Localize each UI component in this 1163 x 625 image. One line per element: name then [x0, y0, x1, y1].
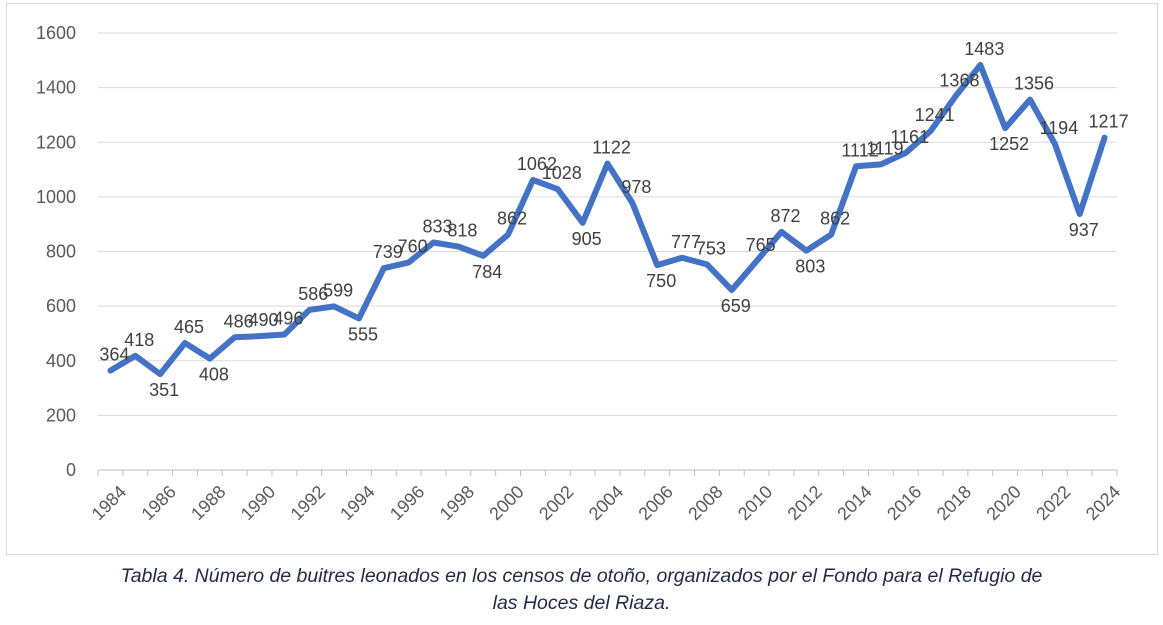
- data-label: 1122: [592, 138, 631, 158]
- data-label: 905: [572, 229, 602, 249]
- y-tick-label: 1600: [36, 23, 76, 43]
- data-label: 760: [398, 236, 428, 256]
- data-label: 818: [447, 221, 477, 241]
- chart-caption: Tabla 4. Número de buitres leonados en l…: [0, 563, 1163, 617]
- data-label: 586: [298, 284, 328, 304]
- data-label: 1194: [1040, 118, 1079, 138]
- x-tick-label: 2002: [535, 482, 577, 524]
- y-tick-label: 200: [46, 405, 76, 425]
- y-tick-label: 400: [46, 351, 76, 371]
- x-tick-label: 1996: [386, 482, 428, 524]
- line-chart: 0 200 400 600 800 1000 1200 1400 1600 1984 1986 198…: [36, 23, 1129, 524]
- data-label: 1112: [841, 140, 878, 160]
- data-label: 1028: [542, 163, 582, 183]
- data-label: 872: [770, 206, 800, 226]
- data-label: 937: [1069, 220, 1099, 240]
- data-label: 555: [348, 324, 378, 344]
- y-tick-label: 1400: [36, 78, 76, 98]
- x-tick-label: 2018: [933, 482, 975, 524]
- x-tick-label: 2008: [684, 482, 726, 524]
- data-label: 750: [646, 271, 676, 291]
- data-label: 1252: [989, 134, 1029, 154]
- data-label: 833: [423, 216, 453, 236]
- y-tick-label: 800: [46, 242, 76, 262]
- x-tick-label: 2014: [833, 482, 875, 524]
- x-tick-label: 1990: [237, 482, 279, 524]
- x-tick-label: 2000: [485, 482, 527, 524]
- data-label: 1483: [964, 39, 1004, 59]
- x-tick-label: 1986: [137, 482, 179, 524]
- data-label: 496: [273, 309, 303, 329]
- data-label: 803: [795, 257, 825, 277]
- chart-frame: 0 200 400 600 800 1000 1200 1400 1600 1984 1986 198…: [6, 3, 1158, 555]
- data-label: 599: [323, 280, 353, 300]
- data-label: 765: [746, 235, 776, 255]
- data-label: 351: [149, 380, 179, 400]
- caption-line-2: las Hoces del Riaza.: [492, 592, 671, 614]
- x-tick-label: 2024: [1082, 482, 1124, 524]
- y-tick-label: 600: [46, 296, 76, 316]
- data-label: 862: [820, 209, 850, 229]
- data-label: 1161: [890, 127, 929, 147]
- x-tick-label: 2012: [784, 482, 826, 524]
- x-tick-label: 1994: [336, 482, 378, 524]
- data-label: 1241: [915, 105, 955, 125]
- data-label: 659: [721, 296, 751, 316]
- data-label: 1217: [1089, 112, 1129, 132]
- x-tick-label: 1984: [88, 482, 130, 524]
- data-label: 739: [373, 242, 403, 262]
- data-label: 777: [671, 232, 701, 252]
- data-label: 1119: [866, 138, 903, 158]
- y-tick-label: 1200: [36, 132, 76, 152]
- y-tick-label: 1000: [36, 187, 76, 207]
- data-label: 784: [472, 262, 502, 282]
- x-tick-label: 2010: [734, 482, 776, 524]
- x-tick-label: 2016: [883, 482, 925, 524]
- data-label: 465: [174, 317, 204, 337]
- x-tick-label: 2004: [585, 482, 627, 524]
- data-label: 753: [696, 238, 726, 258]
- x-tick-label: 1988: [187, 482, 229, 524]
- caption-line-1: Tabla 4. Número de buitres leonados en l…: [120, 565, 1043, 587]
- x-tick-label: 1992: [287, 482, 329, 524]
- data-label: 978: [621, 177, 651, 197]
- x-tick-label: 2022: [1032, 482, 1074, 524]
- data-label: 364: [99, 345, 129, 365]
- x-tick-label: 2006: [634, 482, 676, 524]
- data-label: 408: [199, 365, 229, 385]
- series-line: [107, 61, 1108, 378]
- x-tick-label: 1998: [436, 482, 478, 524]
- data-label: 1356: [1014, 74, 1054, 94]
- data-label: 490: [249, 310, 279, 330]
- data-label: 1368: [939, 70, 979, 90]
- x-tick-label: 2020: [982, 482, 1024, 524]
- y-tick-label: 0: [66, 460, 76, 480]
- data-label: 418: [124, 330, 154, 350]
- data-label: 862: [497, 209, 527, 229]
- data-label: 1062: [517, 154, 557, 174]
- data-label: 486: [224, 311, 254, 331]
